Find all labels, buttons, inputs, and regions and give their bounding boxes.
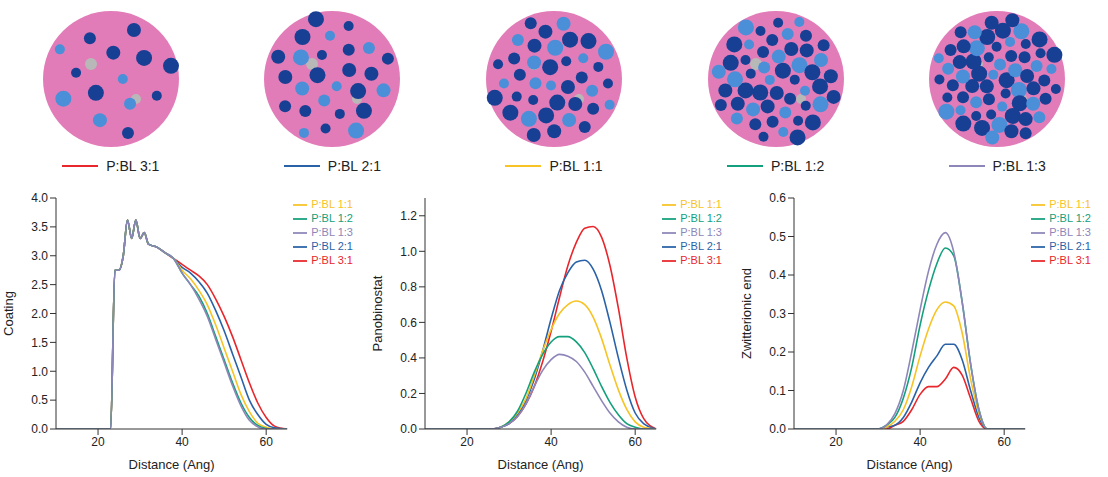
svg-text:1.5: 1.5 <box>31 336 48 350</box>
svg-text:0.0: 0.0 <box>769 422 786 436</box>
html-text:P:BL 2:1: P:BL 2:1 <box>327 158 381 174</box>
svg-text:2.0: 2.0 <box>31 307 48 321</box>
svg-text:Distance (Ang): Distance (Ang) <box>129 457 215 472</box>
html-text:P:BL 1:3: P:BL 1:3 <box>680 226 722 239</box>
html-text:P:BL 1:2: P:BL 1:2 <box>1049 212 1091 225</box>
html-text:P:BL 1:1: P:BL 1:1 <box>311 198 353 210</box>
svg-text:Distance (Ang): Distance (Ang) <box>867 457 953 472</box>
svg-text:0.2: 0.2 <box>769 345 786 359</box>
svg-text:0.8: 0.8 <box>400 280 417 294</box>
svg-text:0.2: 0.2 <box>400 387 417 401</box>
svg-text:40: 40 <box>913 435 927 449</box>
html-text:P:BL 2:1: P:BL 2:1 <box>311 240 353 253</box>
html-text:P:BL 2:1: P:BL 2:1 <box>680 240 722 253</box>
html-text:P:BL 3:1: P:BL 3:1 <box>311 254 353 267</box>
svg-text:40: 40 <box>175 435 189 449</box>
svg-text:0.0: 0.0 <box>31 422 48 436</box>
svg-text:3.0: 3.0 <box>31 249 48 263</box>
svg-text:20: 20 <box>460 435 474 449</box>
html-text:P:BL 1:3: P:BL 1:3 <box>992 158 1046 174</box>
html-text:P:BL 1:2: P:BL 1:2 <box>771 158 825 174</box>
svg-text:2.5: 2.5 <box>31 278 48 292</box>
html-text:P:BL 1:1: P:BL 1:1 <box>549 158 603 174</box>
svg-text:60: 60 <box>629 435 643 449</box>
svg-text:1.0: 1.0 <box>400 245 417 259</box>
svg-text:40: 40 <box>544 435 558 449</box>
html-text:P:BL 3:1: P:BL 3:1 <box>680 254 722 267</box>
html-text:P:BL 1:3: P:BL 1:3 <box>1049 226 1091 239</box>
svg-text:20: 20 <box>91 435 105 449</box>
html-text:P:BL 1:3: P:BL 1:3 <box>311 226 353 239</box>
html-text:P:BL 1:2: P:BL 1:2 <box>311 212 353 225</box>
svg-text:4.0: 4.0 <box>31 191 48 205</box>
svg-text:60: 60 <box>998 435 1012 449</box>
svg-text:Zwitterionic end: Zwitterionic end <box>739 268 754 359</box>
svg-text:20: 20 <box>829 435 843 449</box>
svg-text:3.5: 3.5 <box>31 220 48 234</box>
svg-text:0.1: 0.1 <box>769 384 786 398</box>
svg-text:Panobinostat: Panobinostat <box>370 275 385 351</box>
svg-text:0.0: 0.0 <box>400 422 417 436</box>
html-text:P:BL 1:2: P:BL 1:2 <box>680 212 722 225</box>
html-text:P:BL 3:1: P:BL 3:1 <box>106 158 160 174</box>
html-text:P:BL 1:1: P:BL 1:1 <box>680 198 722 210</box>
html-text:P:BL 2:1: P:BL 2:1 <box>1049 240 1091 253</box>
svg-text:0.5: 0.5 <box>31 393 48 407</box>
svg-text:Coating: Coating <box>1 291 16 336</box>
svg-text:1.0: 1.0 <box>31 365 48 379</box>
svg-text:Distance (Ang): Distance (Ang) <box>498 457 584 472</box>
svg-text:0.5: 0.5 <box>769 230 786 244</box>
svg-text:0.6: 0.6 <box>769 191 786 205</box>
svg-text:0.3: 0.3 <box>769 307 786 321</box>
svg-text:0.4: 0.4 <box>769 268 786 282</box>
svg-text:60: 60 <box>260 435 274 449</box>
html-text:P:BL 3:1: P:BL 3:1 <box>1049 254 1091 267</box>
html-text:P:BL 1:1: P:BL 1:1 <box>1049 198 1091 210</box>
svg-text:1.2: 1.2 <box>400 209 417 223</box>
svg-text:0.4: 0.4 <box>400 351 417 365</box>
svg-text:0.6: 0.6 <box>400 316 417 330</box>
